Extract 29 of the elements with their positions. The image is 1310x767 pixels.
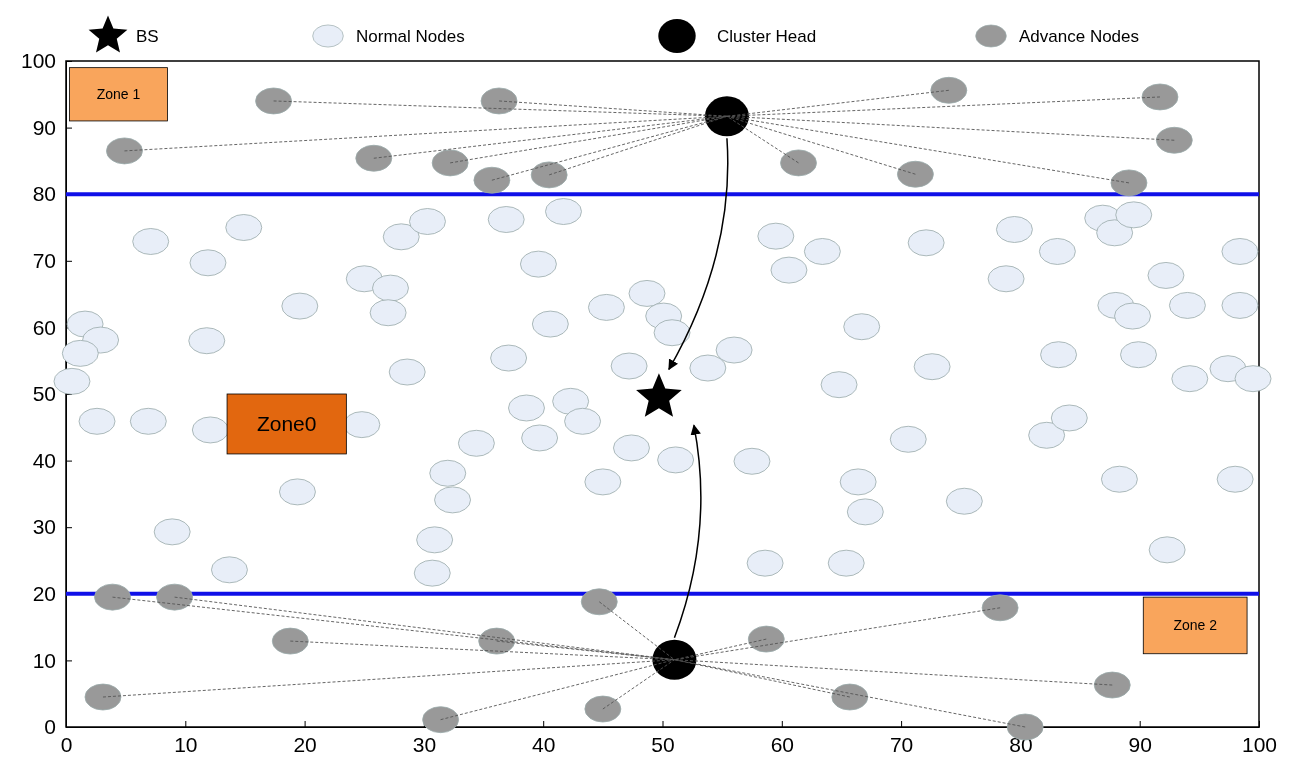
y-tick-label: 0 [44,715,56,739]
y-tick-label: 20 [32,582,56,606]
y-tick-label: 50 [32,382,56,406]
y-tick-label: 40 [32,448,56,472]
y-tick-label: 100 [20,49,56,73]
x-tick-label: 60 [770,732,794,756]
x-tick-label: 70 [889,732,914,756]
legend-label: Normal Nodes [356,26,465,46]
y-tick-label: 90 [32,115,56,139]
annotation: Zone 2 [1173,617,1218,634]
y-tick-label: 70 [32,249,56,273]
x-tick-label: 100 [1241,732,1278,756]
y-tick-label: 30 [32,515,56,539]
x-tick-label: 50 [651,732,675,756]
y-tick-label: 80 [32,182,56,206]
x-tick-label: 10 [174,732,198,756]
x-tick-label: 30 [412,732,437,756]
x-tick-label: 20 [293,732,317,756]
annotation: Zone 1 [96,86,141,103]
x-tick-label: 40 [532,732,556,756]
y-tick-label: 60 [32,315,56,339]
legend-label: Advance Nodes [1019,26,1140,46]
x-tick-label: 80 [1009,732,1033,756]
annotation: Zone0 [256,412,317,436]
legend-label: Cluster Head [717,26,817,46]
x-tick-label: 0 [60,732,73,756]
legend-label: BS [136,26,159,46]
x-tick-label: 90 [1128,732,1152,756]
y-tick-label: 10 [32,648,56,672]
